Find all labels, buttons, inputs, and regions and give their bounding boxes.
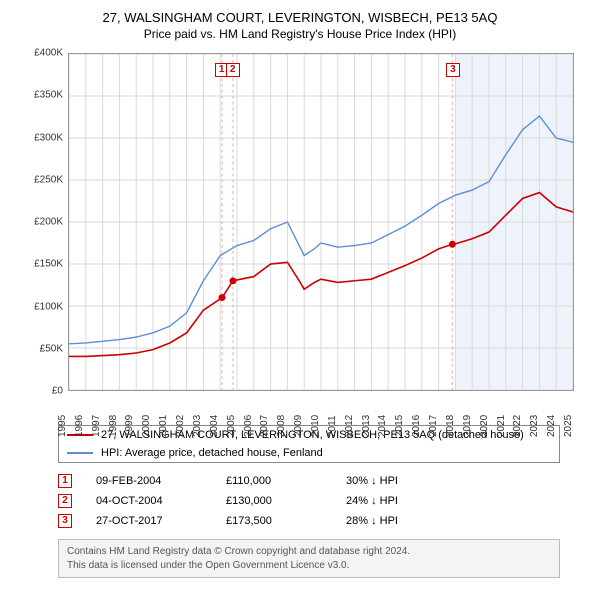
- y-tick-label: £250K: [34, 174, 63, 185]
- x-tick-label: 2005: [226, 415, 237, 437]
- x-tick-label: 2015: [394, 415, 405, 437]
- x-tick-label: 2017: [428, 415, 439, 437]
- sale-number-box: 3: [58, 514, 72, 528]
- sale-date: 04-OCT-2004: [96, 495, 226, 507]
- x-tick-label: 2004: [209, 415, 220, 437]
- x-tick-label: 1997: [91, 415, 102, 437]
- attribution-box: Contains HM Land Registry data © Crown c…: [58, 539, 560, 578]
- x-tick-label: 1995: [57, 415, 68, 437]
- x-tick-label: 2023: [529, 415, 540, 437]
- x-tick-label: 1999: [124, 415, 135, 437]
- plot-svg: [69, 54, 573, 390]
- x-axis-labels: 1995199619971998199920002001200220032004…: [68, 393, 574, 419]
- sale-diff: 30% ↓ HPI: [346, 475, 456, 487]
- chart-subtitle: Price paid vs. HM Land Registry's House …: [10, 27, 590, 41]
- legend-row: HPI: Average price, detached house, Fenl…: [59, 444, 559, 462]
- x-tick-label: 2003: [192, 415, 203, 437]
- attribution-line1: Contains HM Land Registry data © Crown c…: [67, 545, 551, 559]
- x-tick-label: 2020: [479, 415, 490, 437]
- x-tick-label: 2019: [462, 415, 473, 437]
- legend-swatch: [67, 452, 93, 454]
- x-tick-label: 2000: [141, 415, 152, 437]
- y-tick-label: £100K: [34, 301, 63, 312]
- sale-price: £173,500: [226, 515, 346, 527]
- x-tick-label: 1998: [108, 415, 119, 437]
- sale-row: 1 09-FEB-2004£110,00030% ↓ HPI: [58, 471, 560, 491]
- x-tick-label: 2002: [175, 415, 186, 437]
- x-tick-label: 2009: [293, 415, 304, 437]
- y-tick-label: £200K: [34, 217, 63, 228]
- plot-area: [68, 53, 574, 391]
- y-tick-label: £400K: [34, 48, 63, 59]
- y-tick-label: £0: [52, 386, 63, 397]
- x-tick-label: 2012: [344, 415, 355, 437]
- sale-diff: 28% ↓ HPI: [346, 515, 456, 527]
- sales-table: 1 09-FEB-2004£110,00030% ↓ HPI 2 04-OCT-200…: [58, 471, 560, 531]
- sale-row: 2 04-OCT-2004£130,00024% ↓ HPI: [58, 491, 560, 511]
- x-tick-label: 1996: [74, 415, 85, 437]
- sale-row: 3 27-OCT-2017£173,50028% ↓ HPI: [58, 511, 560, 531]
- x-tick-label: 2006: [243, 415, 254, 437]
- x-tick-label: 2001: [158, 415, 169, 437]
- sale-number-box: 1: [58, 474, 72, 488]
- y-tick-label: £300K: [34, 132, 63, 143]
- x-tick-label: 2021: [496, 415, 507, 437]
- sale-price: £110,000: [226, 475, 346, 487]
- x-tick-label: 2022: [512, 415, 523, 437]
- sale-date: 27-OCT-2017: [96, 515, 226, 527]
- chart-title: 27, WALSINGHAM COURT, LEVERINGTON, WISBE…: [10, 10, 590, 25]
- x-tick-label: 2024: [546, 415, 557, 437]
- y-axis-labels: £0£50K£100K£150K£200K£250K£300K£350K£400…: [20, 53, 66, 391]
- sale-price: £130,000: [226, 495, 346, 507]
- y-tick-label: £350K: [34, 90, 63, 101]
- y-tick-label: £150K: [34, 259, 63, 270]
- sale-marker-3: 3: [446, 63, 460, 77]
- x-tick-label: 2010: [310, 415, 321, 437]
- x-tick-label: 2018: [445, 415, 456, 437]
- legend-label: HPI: Average price, detached house, Fenl…: [101, 447, 323, 459]
- x-tick-label: 2007: [259, 415, 270, 437]
- sale-marker-2: 2: [226, 63, 240, 77]
- attribution-line2: This data is licensed under the Open Gov…: [67, 559, 551, 573]
- sale-number-box: 2: [58, 494, 72, 508]
- x-tick-label: 2014: [377, 415, 388, 437]
- x-tick-label: 2025: [563, 415, 574, 437]
- x-tick-label: 2008: [276, 415, 287, 437]
- y-tick-label: £50K: [40, 343, 63, 354]
- chart-container: £0 £50K £100K £150K £200K £250K £300K £350K £400…: [20, 49, 580, 419]
- x-tick-label: 2016: [411, 415, 422, 437]
- x-tick-label: 2013: [361, 415, 372, 437]
- sale-diff: 24% ↓ HPI: [346, 495, 456, 507]
- x-tick-label: 2011: [327, 415, 338, 437]
- sale-date: 09-FEB-2004: [96, 475, 226, 487]
